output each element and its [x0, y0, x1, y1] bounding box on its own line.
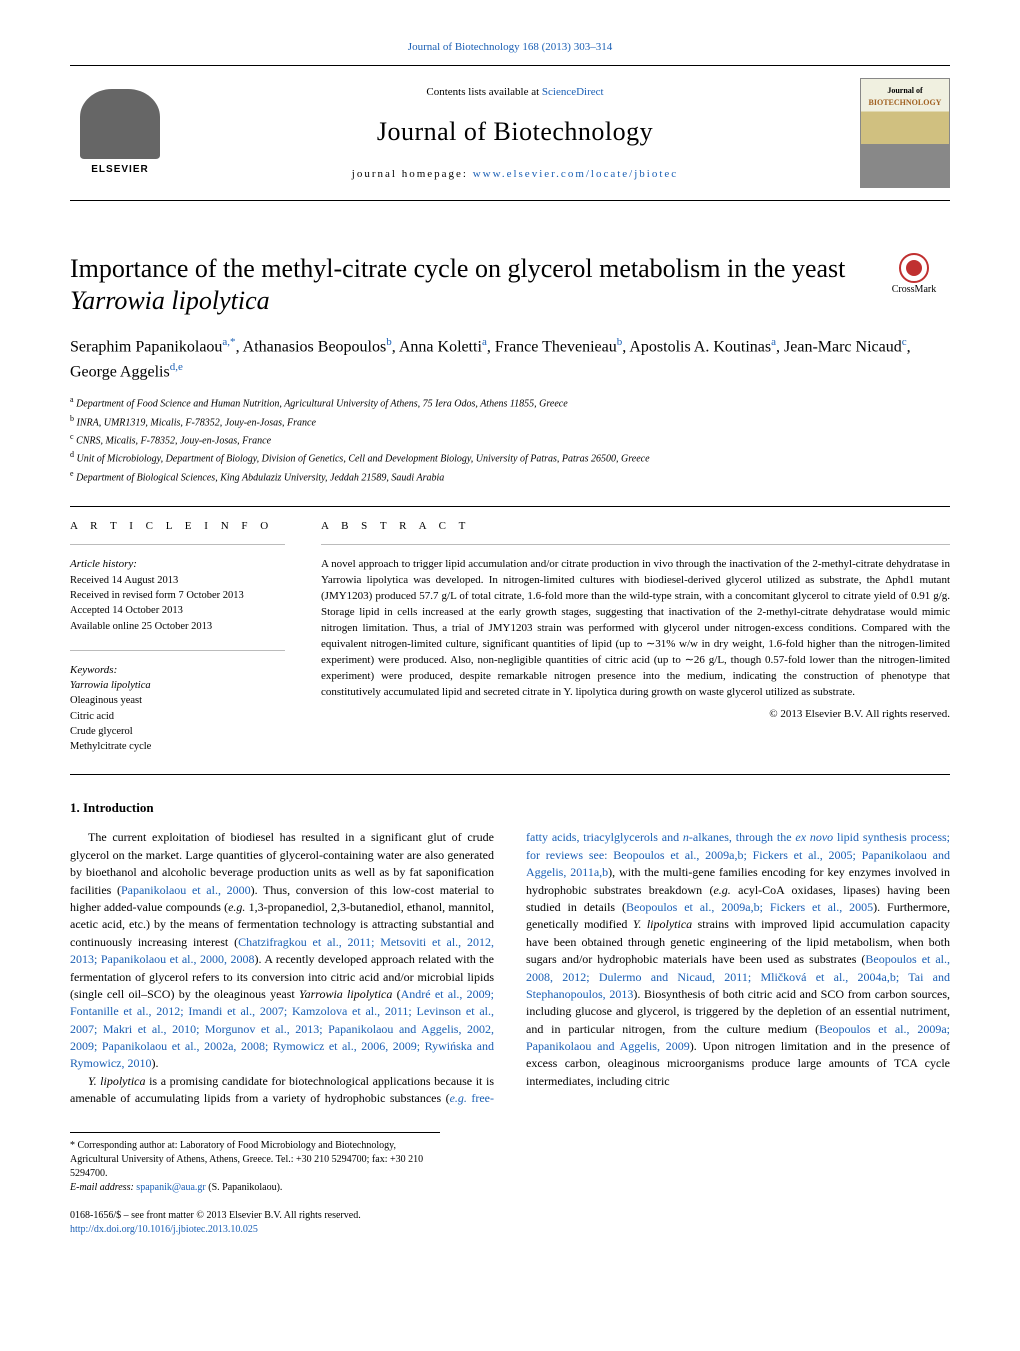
- affiliations: a Department of Food Science and Human N…: [70, 394, 950, 486]
- history-line: Available online 25 October 2013: [70, 619, 285, 634]
- crossmark-badge[interactable]: CrossMark: [878, 253, 950, 297]
- authors: Seraphim Papanikolaoua,*, Athanasios Beo…: [70, 334, 950, 385]
- sciencedirect-link[interactable]: ScienceDirect: [542, 86, 604, 98]
- citation-link[interactable]: Beopoulos et al., 2009a,b; Fickers et al…: [626, 900, 873, 914]
- crossmark-label: CrossMark: [892, 283, 936, 297]
- keyword: Crude glycerol: [70, 724, 285, 739]
- citation-link[interactable]: Beopoulos et al., 2009a; Papanikolaou an…: [526, 1022, 950, 1053]
- contents-prefix: Contents lists available at: [426, 86, 541, 98]
- publisher-name: ELSEVIER: [91, 163, 148, 177]
- journal-header: ELSEVIER Contents lists available at Sci…: [70, 65, 950, 201]
- email-line: E-mail address: spapanik@aua.gr (S. Papa…: [70, 1181, 440, 1195]
- divider: [70, 774, 950, 775]
- homepage-url[interactable]: www.elsevier.com/locate/jbiotec: [473, 168, 678, 180]
- keywords-block: Keywords: Yarrowia lipolyticaOleaginous …: [70, 650, 285, 754]
- doi-link[interactable]: http://dx.doi.org/10.1016/j.jbiotec.2013…: [70, 1224, 258, 1235]
- divider: [70, 650, 285, 651]
- affiliation-line: a Department of Food Science and Human N…: [70, 394, 950, 412]
- running-head: Journal of Biotechnology 168 (2013) 303–…: [70, 40, 950, 55]
- crossmark-icon: [899, 253, 929, 283]
- keywords-label: Keywords:: [70, 663, 285, 678]
- body-columns: The current exploitation of biodiesel ha…: [70, 829, 950, 1107]
- publisher-logo: ELSEVIER: [70, 83, 170, 183]
- section-heading-introduction: 1. Introduction: [70, 799, 950, 817]
- publisher-tree-graphic: [80, 89, 160, 159]
- history-line: Received 14 August 2013: [70, 573, 285, 588]
- issn-line: 0168-1656/$ – see front matter © 2013 El…: [70, 1209, 950, 1223]
- keyword: Citric acid: [70, 709, 285, 724]
- journal-homepage: journal homepage: www.elsevier.com/locat…: [182, 167, 848, 182]
- divider: [70, 506, 950, 507]
- journal-name: Journal of Biotechnology: [182, 114, 848, 150]
- citation-link[interactable]: Journal of Biotechnology 168 (2013) 303–…: [408, 41, 612, 53]
- header-center: Contents lists available at ScienceDirec…: [182, 85, 848, 182]
- history-line: Received in revised form 7 October 2013: [70, 588, 285, 603]
- article-info: a r t i c l e i n f o Article history: R…: [70, 519, 285, 754]
- keyword: Yarrowia lipolytica: [70, 678, 285, 693]
- title-row: Importance of the methyl-citrate cycle o…: [70, 253, 950, 315]
- journal-cover-thumbnail: Journal of BIOTECHNOLOGY: [860, 78, 950, 188]
- homepage-label: journal homepage:: [352, 168, 473, 180]
- keyword: Methylcitrate cycle: [70, 739, 285, 754]
- article-info-heading: a r t i c l e i n f o: [70, 519, 285, 534]
- abstract-heading: a b s t r a c t: [321, 519, 950, 534]
- abstract: a b s t r a c t A novel approach to trig…: [321, 519, 950, 754]
- contents-line: Contents lists available at ScienceDirec…: [182, 85, 848, 100]
- divider: [70, 544, 285, 545]
- affiliation-line: c CNRS, Micalis, F-78352, Jouy-en-Josas,…: [70, 431, 950, 449]
- article-title: Importance of the methyl-citrate cycle o…: [70, 253, 858, 315]
- citation-link[interactable]: Chatzifragkou et al., 2011; Metsoviti et…: [70, 935, 494, 966]
- cover-label-main: BIOTECHNOLOGY: [869, 97, 942, 108]
- body-paragraph: The current exploitation of biodiesel ha…: [70, 829, 494, 1072]
- citation-link[interactable]: André et al., 2009; Fontanille et al., 2…: [70, 987, 494, 1071]
- citation-link[interactable]: Papanikolaou et al., 2000: [121, 883, 251, 897]
- title-plain: Importance of the methyl-citrate cycle o…: [70, 254, 845, 283]
- email-label: E-mail address:: [70, 1182, 136, 1193]
- keywords-list: Yarrowia lipolyticaOleaginous yeastCitri…: [70, 678, 285, 754]
- history-label: Article history:: [70, 557, 285, 572]
- footnotes: * Corresponding author at: Laboratory of…: [70, 1132, 440, 1195]
- bottom-meta: 0168-1656/$ – see front matter © 2013 El…: [70, 1209, 950, 1237]
- abstract-copyright: © 2013 Elsevier B.V. All rights reserved…: [321, 707, 950, 722]
- affiliation-line: e Department of Biological Sciences, Kin…: [70, 468, 950, 486]
- email-suffix: (S. Papanikolaou).: [206, 1182, 283, 1193]
- corresponding-author-note: * Corresponding author at: Laboratory of…: [70, 1139, 440, 1181]
- keyword: Oleaginous yeast: [70, 693, 285, 708]
- affiliation-line: b INRA, UMR1319, Micalis, F-78352, Jouy-…: [70, 413, 950, 431]
- cover-label-top: Journal of: [887, 85, 922, 96]
- info-section: a r t i c l e i n f o Article history: R…: [70, 519, 950, 754]
- divider: [321, 544, 950, 545]
- title-italic: Yarrowia lipolytica: [70, 286, 270, 315]
- affiliation-line: d Unit of Microbiology, Department of Bi…: [70, 449, 950, 467]
- email-link[interactable]: spapanik@aua.gr: [136, 1182, 205, 1193]
- citation-link[interactable]: Beopoulos et al., 2008, 2012; Dulermo an…: [526, 952, 950, 1001]
- history-lines: Received 14 August 2013Received in revis…: [70, 573, 285, 634]
- history-line: Accepted 14 October 2013: [70, 603, 285, 618]
- abstract-text: A novel approach to trigger lipid accumu…: [321, 557, 950, 700]
- citation-link[interactable]: e.g. free-fatty acids, triacylglycerols …: [450, 830, 950, 1105]
